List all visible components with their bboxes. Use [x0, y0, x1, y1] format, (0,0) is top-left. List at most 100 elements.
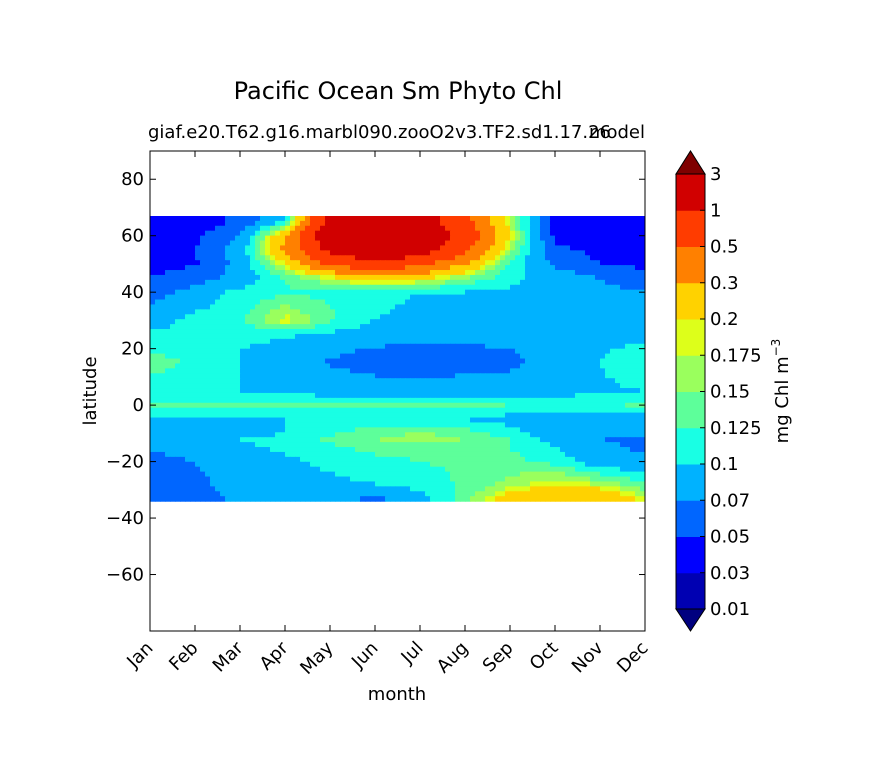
heatmap-cell — [405, 456, 411, 463]
heatmap-cell — [260, 235, 266, 242]
heatmap-cell — [450, 235, 456, 242]
heatmap-cell — [475, 225, 481, 232]
heatmap-cell — [585, 353, 591, 360]
heatmap-cell — [150, 265, 156, 271]
heatmap-cell — [485, 417, 491, 424]
heatmap-cell — [515, 289, 521, 296]
heatmap-cell — [475, 279, 481, 286]
heatmap-cell — [320, 255, 326, 261]
heatmap-cell — [395, 378, 401, 384]
heatmap-cell — [160, 442, 166, 448]
heatmap-cell — [430, 412, 436, 419]
heatmap-cell — [435, 260, 441, 266]
heatmap-cell — [285, 250, 291, 256]
heatmap-cell — [245, 279, 251, 286]
heatmap-cell — [350, 299, 356, 306]
heatmap-cell — [575, 333, 581, 340]
heatmap-cell — [625, 250, 631, 256]
heatmap-cell — [155, 309, 161, 315]
heatmap-cell — [345, 314, 351, 320]
heatmap-cell — [310, 225, 316, 232]
heatmap-cell — [215, 333, 221, 340]
heatmap-cell — [300, 383, 306, 389]
heatmap-cell — [565, 299, 571, 306]
heatmap-cell — [460, 402, 466, 409]
heatmap-cell — [565, 294, 571, 301]
heatmap-cell — [335, 324, 341, 330]
heatmap-cell — [195, 250, 201, 256]
heatmap-cell — [525, 284, 531, 291]
heatmap-cell — [340, 333, 346, 340]
heatmap-cell — [230, 329, 236, 335]
heatmap-cell — [580, 338, 586, 345]
heatmap-cell — [600, 270, 606, 276]
heatmap-cell — [635, 260, 641, 266]
heatmap-cell — [530, 368, 536, 374]
heatmap-cell — [455, 388, 461, 394]
heatmap-cell — [530, 427, 536, 433]
heatmap-cell — [310, 417, 316, 424]
heatmap-cell — [330, 284, 336, 291]
heatmap-cell — [530, 294, 536, 301]
heatmap-cell — [375, 274, 381, 281]
heatmap-cell — [380, 343, 386, 350]
heatmap-cell — [330, 348, 336, 355]
heatmap-cell — [390, 383, 396, 389]
heatmap-cell — [540, 230, 546, 237]
heatmap-cell — [330, 314, 336, 320]
heatmap-cell — [525, 265, 531, 271]
heatmap-cell — [445, 422, 451, 428]
heatmap-cell — [320, 270, 326, 276]
heatmap-cell — [500, 412, 506, 419]
heatmap-cell — [430, 235, 436, 242]
heatmap-cell — [495, 451, 501, 458]
heatmap-cell — [565, 279, 571, 286]
heatmap-cell — [155, 324, 161, 330]
heatmap-cell — [150, 343, 156, 350]
heatmap-cell — [575, 225, 581, 232]
heatmap-cell — [505, 260, 511, 266]
heatmap-cell — [235, 407, 241, 414]
heatmap-cell — [235, 451, 241, 458]
heatmap-cell — [460, 279, 466, 286]
heatmap-cell — [370, 383, 376, 389]
heatmap-cell — [190, 432, 196, 438]
heatmap-cell — [530, 437, 536, 443]
heatmap-cell — [530, 245, 536, 251]
heatmap-cell — [535, 260, 541, 266]
heatmap-cell — [280, 260, 286, 266]
heatmap-cell — [540, 368, 546, 374]
heatmap-cell — [555, 260, 561, 266]
heatmap-cell — [300, 279, 306, 286]
heatmap-cell — [410, 265, 416, 271]
heatmap-cell — [375, 329, 381, 335]
heatmap-cell — [320, 274, 326, 281]
heatmap-cell — [285, 417, 291, 424]
heatmap-cell — [355, 250, 361, 256]
heatmap-cell — [315, 388, 321, 394]
heatmap-cell — [385, 456, 391, 463]
heatmap-cell — [575, 338, 581, 345]
heatmap-cell — [305, 373, 311, 379]
heatmap-cell — [600, 343, 606, 350]
heatmap-cell — [375, 437, 381, 443]
heatmap-cell — [330, 240, 336, 247]
heatmap-cell — [350, 240, 356, 247]
heatmap-cell — [400, 304, 406, 310]
heatmap-cell — [530, 432, 536, 438]
heatmap-cell — [160, 378, 166, 384]
heatmap-cell — [460, 373, 466, 379]
heatmap-cell — [390, 412, 396, 419]
heatmap-cell — [420, 363, 426, 369]
heatmap-cell — [555, 235, 561, 242]
heatmap-cell — [215, 456, 221, 463]
heatmap-cell — [280, 397, 286, 404]
heatmap-cell — [365, 392, 371, 399]
heatmap-cell — [375, 299, 381, 306]
heatmap-cell — [550, 304, 556, 310]
heatmap-cell — [260, 363, 266, 369]
heatmap-cell — [355, 338, 361, 345]
heatmap-cell — [500, 353, 506, 360]
heatmap-cell — [470, 245, 476, 251]
heatmap-cell — [265, 338, 271, 345]
